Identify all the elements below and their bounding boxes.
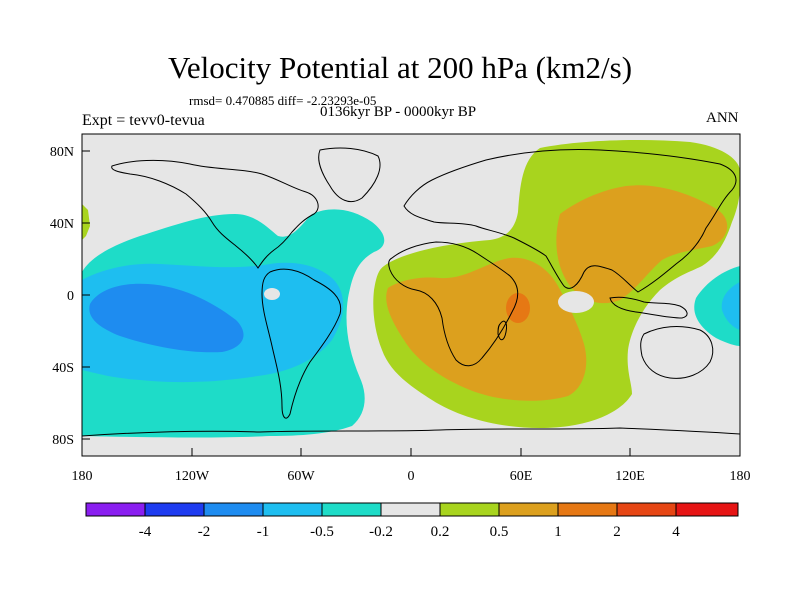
coast-antarctica (82, 427, 740, 437)
colorbar-swatch (617, 503, 676, 516)
coast-madagascar (497, 320, 507, 341)
colorbar: -4 -2 -1 -0.5 -0.2 0.2 0.5 1 2 4 (85, 502, 739, 540)
contour-pos-core (506, 293, 530, 323)
colorbar-swatch (263, 503, 322, 516)
colorbar-label: 1 (554, 524, 562, 540)
colorbar-swatch (499, 503, 558, 516)
lat-label: 40N (50, 217, 74, 232)
coast-north-america (111, 159, 319, 269)
period-label: 0136kyr BP - 0000kyr BP (320, 104, 477, 120)
lon-label: 180 (72, 469, 93, 484)
colorbar-swatch (381, 503, 440, 516)
contour-pos-africa (386, 257, 587, 401)
colorbar-label: -2 (198, 524, 211, 540)
lon-label: 60W (287, 469, 315, 484)
colorbar-label: -0.2 (369, 524, 393, 540)
contour-neg-east-outer (694, 266, 740, 346)
lon-label: 120E (615, 469, 645, 484)
lon-label: 180 (730, 469, 751, 484)
contour-neg-core (89, 283, 244, 353)
map-panel: 80N 40N 0 40S 80S 180 120W 60W 0 60E 120… (50, 133, 751, 484)
lat-label: 80S (52, 433, 74, 448)
coast-indonesia (609, 296, 688, 319)
coastlines (82, 147, 740, 437)
colorbar-label: 0.2 (431, 524, 450, 540)
coast-eurasia (403, 148, 737, 293)
contour-hole-west (264, 288, 280, 300)
colorbar-swatch (86, 503, 145, 516)
stats-label: rmsd= 0.470885 diff= -2.23293e-05 (189, 93, 377, 108)
contour-pos-asia (556, 185, 728, 304)
contour-fills (82, 140, 740, 438)
experiment-label: Expt = tevv0-tevua (82, 112, 205, 129)
colorbar-dividers (85, 502, 739, 517)
lon-label: 60E (510, 469, 533, 484)
colorbar-label: 0.5 (490, 524, 509, 540)
colorbar-label: -1 (257, 524, 270, 540)
colorbar-label: 2 (613, 524, 621, 540)
colorbar-label: -0.5 (310, 524, 334, 540)
lon-label: 120W (175, 469, 210, 484)
coast-africa (388, 241, 519, 367)
lat-label: 0 (67, 289, 74, 304)
colorbar-swatch (558, 503, 617, 516)
map-ticks (82, 150, 631, 456)
contour-edge-west-sliver (82, 204, 90, 240)
season-label: ANN (706, 110, 739, 126)
coast-greenland (318, 147, 381, 202)
coast-south-america (261, 268, 342, 419)
colorbar-swatch (145, 503, 204, 516)
contour-hole-east (558, 291, 594, 313)
colorbar-swatch (676, 503, 738, 516)
colorbar-swatch (204, 503, 263, 516)
colorbar-label: -4 (139, 524, 152, 540)
colorbar-swatch (440, 503, 499, 516)
map-title: Velocity Potential at 200 hPa (km2/s) (167, 50, 633, 85)
lat-label: 40S (52, 361, 74, 376)
colorbar-label: 4 (672, 524, 680, 540)
contour-neg-east-core (721, 282, 740, 330)
colorbar-swatch (322, 503, 381, 516)
lon-label: 0 (408, 469, 415, 484)
colorbar-frame (85, 502, 739, 517)
coast-australia (640, 326, 714, 379)
lat-label: 80N (50, 145, 74, 160)
